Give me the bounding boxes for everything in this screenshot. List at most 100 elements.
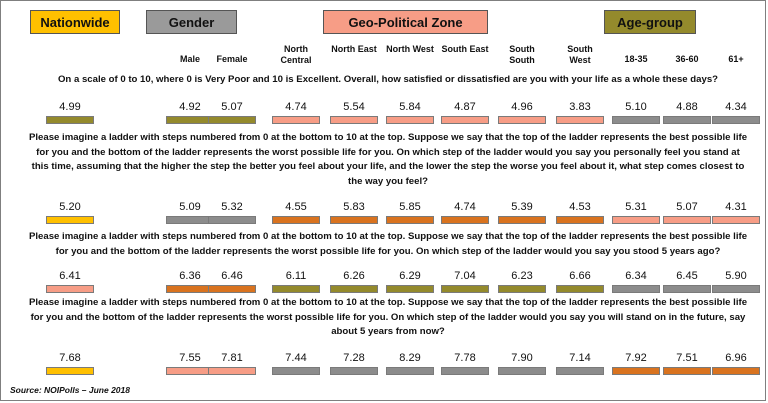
value-south-east: 7.04: [454, 270, 476, 282]
bar-female: [208, 116, 256, 124]
bar-north-east: [330, 285, 378, 293]
value-south-south: 7.90: [511, 352, 533, 364]
value-female: 5.07: [221, 101, 243, 113]
column-header-36-60: 36-60: [675, 54, 699, 64]
value-36-60: 6.45: [676, 270, 698, 282]
nationwide-header: Nationwide: [30, 10, 120, 34]
value-south-west: 4.53: [569, 201, 591, 213]
column-header-north-east: North East: [331, 44, 377, 54]
nationwide-value: 4.99: [59, 101, 81, 113]
bar-north-west: [386, 116, 434, 124]
value-36-60: 7.51: [676, 352, 698, 364]
geo-political-zone-header: Geo-Political Zone: [323, 10, 488, 34]
value-male: 6.36: [179, 270, 201, 282]
nationwide-value: 6.41: [59, 270, 81, 282]
value-north-east: 6.26: [343, 270, 365, 282]
column-header-male: Male: [179, 54, 200, 64]
value-61-: 4.34: [725, 101, 747, 113]
value-south-east: 7.78: [454, 352, 476, 364]
bar-south-west: [556, 116, 604, 124]
value-male: 7.55: [179, 352, 201, 364]
bar-18-35: [612, 285, 660, 293]
value-male: 5.09: [179, 201, 201, 213]
value-north-east: 7.28: [343, 352, 365, 364]
bar-female: [208, 367, 256, 375]
bar-south-east: [441, 216, 489, 224]
age-group-header: Age-group: [604, 10, 696, 34]
value-south-west: 3.83: [569, 101, 591, 113]
bar-south-south: [498, 116, 546, 124]
bar-north-east: [330, 216, 378, 224]
column-header-south-south: South South: [509, 44, 535, 65]
nationwide-value: 7.68: [59, 352, 81, 364]
value-south-west: 7.14: [569, 352, 591, 364]
bar-south-south: [498, 367, 546, 375]
bar-south-east: [441, 285, 489, 293]
question-text: Please imagine a ladder with steps numbe…: [28, 297, 748, 337]
column-header-18-35: 18-35: [624, 54, 648, 64]
column-header-female: Female: [216, 54, 248, 64]
value-female: 5.32: [221, 201, 243, 213]
value-south-south: 6.23: [511, 270, 533, 282]
nationwide-bar: [46, 367, 94, 375]
nationwide-bar: [46, 285, 94, 293]
bar-south-east: [441, 367, 489, 375]
value-north-west: 6.29: [399, 270, 421, 282]
bar-south-east: [441, 116, 489, 124]
bar-61-: [712, 116, 760, 124]
value-36-60: 5.07: [676, 201, 698, 213]
value-south-south: 5.39: [511, 201, 533, 213]
column-header-south-west: South West: [567, 44, 593, 65]
nationwide-value: 5.20: [59, 201, 81, 213]
column-header-north-central: North Central: [280, 44, 312, 65]
column-header-south-east: South East: [441, 44, 489, 54]
value-north-east: 5.83: [343, 201, 365, 213]
source-note: Source: NOIPolls – June 2018: [10, 385, 130, 395]
bar-north-west: [386, 216, 434, 224]
bar-18-35: [612, 367, 660, 375]
bar-61-: [712, 285, 760, 293]
bar-south-south: [498, 285, 546, 293]
nationwide-bar: [46, 216, 94, 224]
bar-male: [166, 367, 214, 375]
value-north-west: 5.84: [399, 101, 421, 113]
value-north-east: 5.54: [343, 101, 365, 113]
value-south-east: 4.87: [454, 101, 476, 113]
value-male: 4.92: [179, 101, 201, 113]
value-61-: 5.90: [725, 270, 747, 282]
nationwide-bar: [46, 116, 94, 124]
bar-36-60: [663, 367, 711, 375]
question-text: On a scale of 0 to 10, where 0 is Very P…: [57, 74, 719, 85]
bar-south-south: [498, 216, 546, 224]
bar-north-central: [272, 116, 320, 124]
value-18-35: 7.92: [625, 352, 647, 364]
value-south-south: 4.96: [511, 101, 533, 113]
bar-north-central: [272, 285, 320, 293]
bar-male: [166, 116, 214, 124]
bar-36-60: [663, 116, 711, 124]
bar-north-east: [330, 367, 378, 375]
bar-north-central: [272, 367, 320, 375]
bar-61-: [712, 216, 760, 224]
gender-header: Gender: [146, 10, 237, 34]
bar-male: [166, 216, 214, 224]
value-18-35: 5.10: [625, 101, 647, 113]
value-female: 7.81: [221, 352, 243, 364]
bar-female: [208, 216, 256, 224]
bar-north-central: [272, 216, 320, 224]
value-north-west: 5.85: [399, 201, 421, 213]
bar-south-west: [556, 285, 604, 293]
value-36-60: 4.88: [676, 101, 698, 113]
value-north-central: 6.11: [285, 270, 307, 282]
bar-36-60: [663, 216, 711, 224]
value-female: 6.46: [221, 270, 243, 282]
column-header-61-: 61+: [728, 54, 744, 64]
bar-south-west: [556, 367, 604, 375]
column-header-north-west: North West: [386, 44, 434, 54]
bar-36-60: [663, 285, 711, 293]
question-text: Please imagine a ladder with steps numbe…: [28, 231, 748, 257]
value-18-35: 6.34: [625, 270, 647, 282]
bar-18-35: [612, 116, 660, 124]
value-61-: 6.96: [725, 352, 747, 364]
